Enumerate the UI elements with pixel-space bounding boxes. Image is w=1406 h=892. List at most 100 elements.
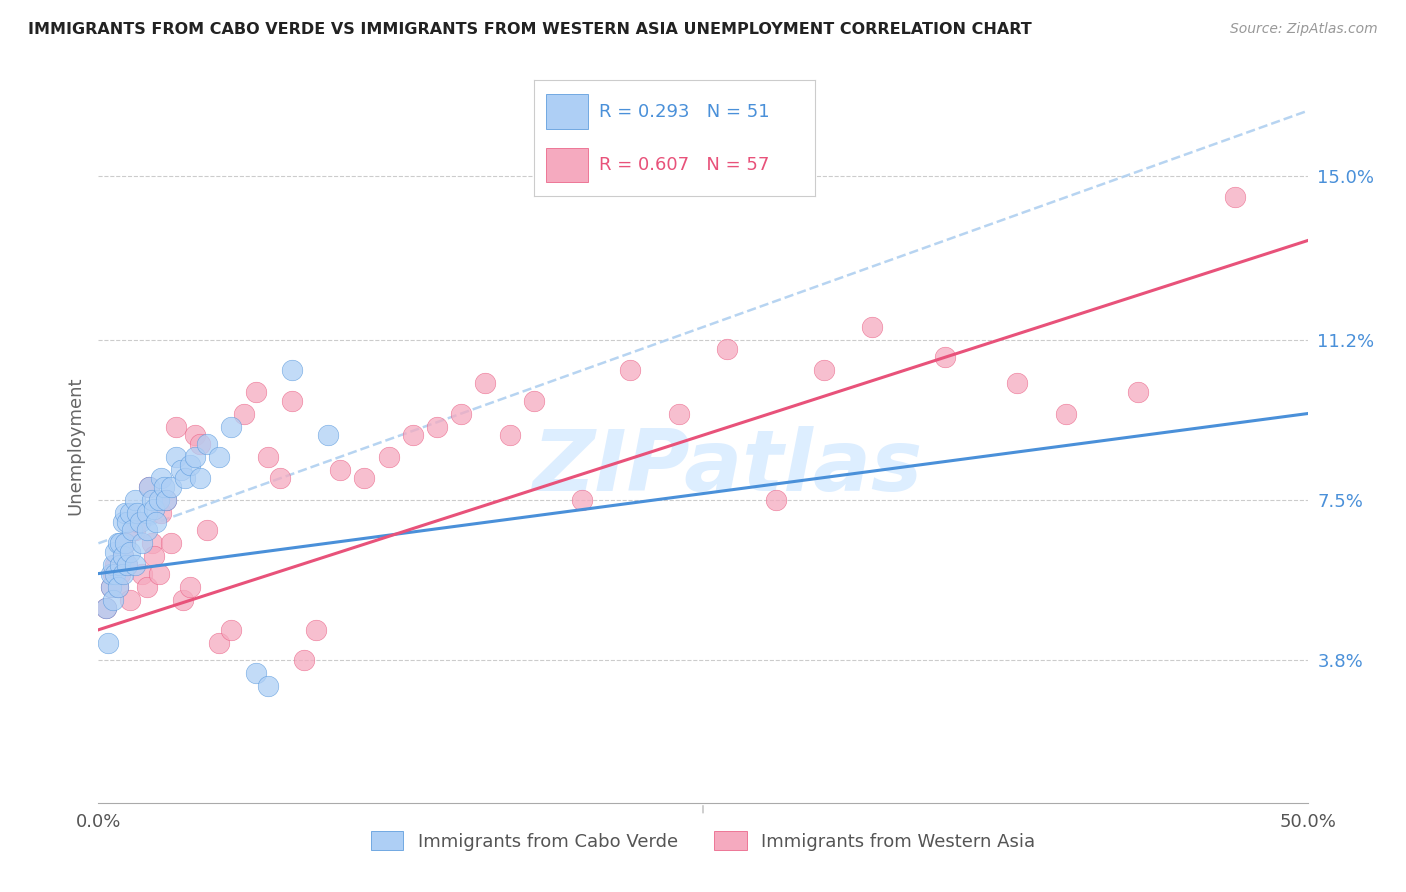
Point <box>316 428 339 442</box>
Point <box>165 419 187 434</box>
Point <box>245 666 267 681</box>
Point <box>145 515 167 529</box>
Point <box>256 450 278 464</box>
Point <box>1054 407 1077 421</box>
Text: R = 0.607   N = 57: R = 0.607 N = 57 <box>599 156 769 174</box>
Point <box>150 506 173 520</box>
Point <box>138 480 160 494</box>
Point <box>1007 376 1029 391</box>
Point <box>108 558 131 572</box>
Point <box>245 384 267 399</box>
Point <box>1128 384 1150 399</box>
Point <box>148 566 170 581</box>
Point <box>107 580 129 594</box>
Point <box>100 580 122 594</box>
Point <box>141 536 163 550</box>
Point <box>232 407 254 421</box>
Point <box>117 515 139 529</box>
Point <box>111 515 134 529</box>
Point <box>118 592 141 607</box>
Point <box>184 428 207 442</box>
Point <box>143 501 166 516</box>
Point <box>474 376 496 391</box>
Point <box>94 601 117 615</box>
Point <box>124 493 146 508</box>
Point <box>668 407 690 421</box>
FancyBboxPatch shape <box>546 95 588 129</box>
Point <box>104 566 127 581</box>
Point <box>114 506 136 520</box>
Point <box>292 653 315 667</box>
Point <box>101 566 124 581</box>
Point <box>111 549 134 564</box>
Point <box>107 580 129 594</box>
Point <box>195 524 218 538</box>
Point <box>221 623 243 637</box>
Text: ZIPatlas: ZIPatlas <box>531 425 922 509</box>
Point <box>281 363 304 377</box>
Point <box>256 679 278 693</box>
Point <box>571 493 593 508</box>
Point <box>135 580 157 594</box>
Point <box>118 545 141 559</box>
Point <box>281 393 304 408</box>
Point <box>1223 190 1246 204</box>
Point <box>305 623 328 637</box>
Point <box>114 536 136 550</box>
Point <box>450 407 472 421</box>
Point <box>152 480 174 494</box>
Point <box>179 458 201 473</box>
Point <box>377 450 399 464</box>
Point <box>143 549 166 564</box>
Point <box>94 601 117 615</box>
Point <box>765 493 787 508</box>
Point <box>195 437 218 451</box>
Point <box>165 450 187 464</box>
Point <box>127 515 149 529</box>
Point <box>179 580 201 594</box>
Point <box>131 536 153 550</box>
FancyBboxPatch shape <box>546 147 588 182</box>
Point <box>141 493 163 508</box>
Point <box>124 524 146 538</box>
Point <box>135 524 157 538</box>
Y-axis label: Unemployment: Unemployment <box>66 376 84 516</box>
Point <box>111 549 134 564</box>
Point <box>523 393 546 408</box>
Point <box>114 536 136 550</box>
Point <box>160 536 183 550</box>
Point <box>111 566 134 581</box>
Point <box>131 566 153 581</box>
Text: IMMIGRANTS FROM CABO VERDE VS IMMIGRANTS FROM WESTERN ASIA UNEMPLOYMENT CORRELAT: IMMIGRANTS FROM CABO VERDE VS IMMIGRANTS… <box>28 22 1032 37</box>
Point <box>155 493 177 508</box>
Text: R = 0.293   N = 51: R = 0.293 N = 51 <box>599 103 769 120</box>
Point <box>117 558 139 572</box>
Point <box>108 566 131 581</box>
Point <box>208 450 231 464</box>
Point <box>160 480 183 494</box>
Point <box>117 558 139 572</box>
Point <box>269 471 291 485</box>
Point <box>128 515 150 529</box>
Point <box>498 428 520 442</box>
Point <box>221 419 243 434</box>
Point <box>101 592 124 607</box>
Point <box>101 558 124 572</box>
Point <box>188 437 211 451</box>
Point <box>135 506 157 520</box>
Point <box>184 450 207 464</box>
Point <box>813 363 835 377</box>
Point <box>329 463 352 477</box>
Point <box>97 636 120 650</box>
Point <box>104 558 127 572</box>
Point <box>100 580 122 594</box>
Point <box>934 351 956 365</box>
Point <box>138 480 160 494</box>
Point <box>188 471 211 485</box>
Text: Source: ZipAtlas.com: Source: ZipAtlas.com <box>1230 22 1378 37</box>
Point <box>127 506 149 520</box>
Point <box>107 536 129 550</box>
Point <box>402 428 425 442</box>
Point <box>100 566 122 581</box>
Point <box>353 471 375 485</box>
